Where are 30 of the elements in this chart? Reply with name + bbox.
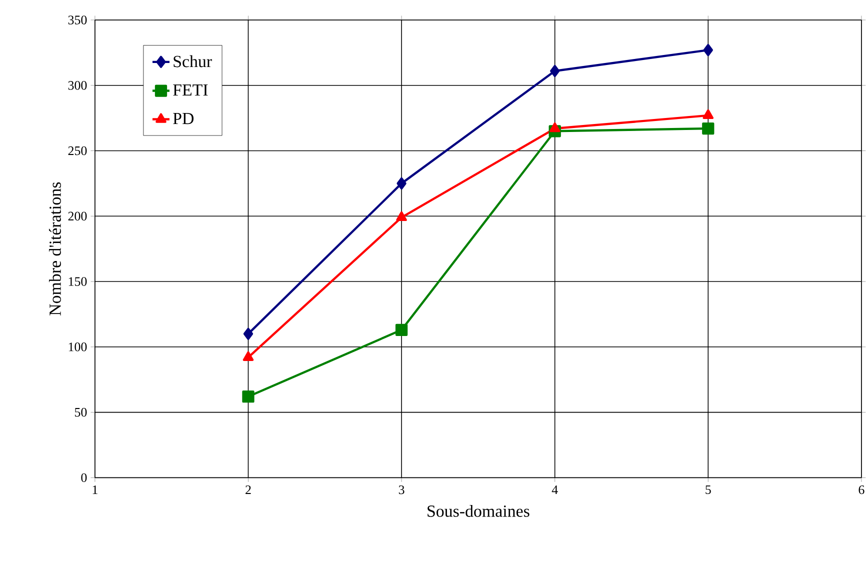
x-tick-label: 2 xyxy=(246,486,251,494)
y-tick-label: 50 xyxy=(74,408,87,417)
y-tick-label: 200 xyxy=(68,212,87,221)
y-tick-label: 350 xyxy=(68,16,87,25)
x-tick-label: 1 xyxy=(92,486,98,494)
point xyxy=(395,324,408,336)
point xyxy=(549,122,560,132)
point xyxy=(702,110,714,120)
point xyxy=(396,178,406,190)
point xyxy=(702,122,714,135)
y-axis-title: Nombre d'itérations xyxy=(48,182,61,316)
y-tick-label: 0 xyxy=(81,474,87,482)
point xyxy=(703,44,713,56)
x-tick-label: 4 xyxy=(552,486,558,494)
y-tick-label: 150 xyxy=(68,277,87,286)
x-tick-label: 6 xyxy=(858,486,864,494)
legend-label: FETI xyxy=(173,84,208,96)
point xyxy=(242,351,254,362)
legend-label: PD xyxy=(173,113,194,124)
x-tick-label: 3 xyxy=(398,486,404,494)
point xyxy=(550,65,560,78)
x-tick-label: 5 xyxy=(706,486,711,494)
y-tick-label: 250 xyxy=(68,146,87,156)
y-tick-label: 100 xyxy=(68,342,87,352)
legend-label: Schur xyxy=(174,55,212,68)
y-tick-label: 300 xyxy=(68,81,87,90)
x-axis-title: Sous-domaines xyxy=(428,505,530,518)
point xyxy=(243,328,254,340)
point xyxy=(396,212,407,222)
point xyxy=(242,390,254,403)
